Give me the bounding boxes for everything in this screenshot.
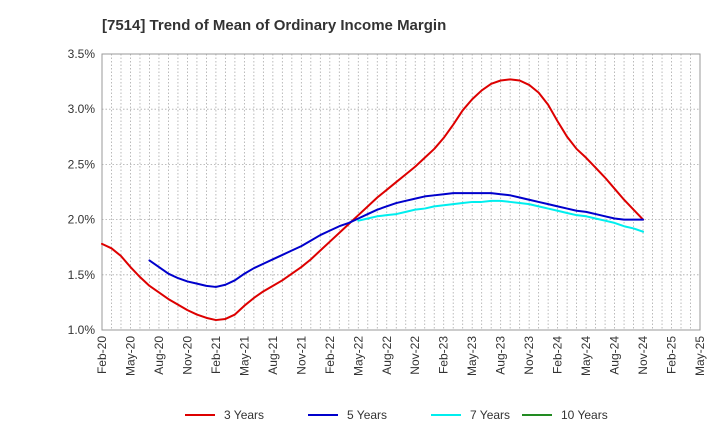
x-tick-label: Feb-21 (209, 336, 223, 374)
x-axis-tick-labels: Feb-20 May-20 Aug-20 Nov-20 Feb-21 May-21 Aug-… (95, 336, 707, 376)
x-tick-label: Nov-24 (636, 336, 650, 375)
x-tick-label: May-21 (237, 336, 251, 376)
x-tick-label: Nov-21 (294, 336, 308, 375)
legend-label-10-years: 10 Years (561, 408, 608, 422)
x-tick-label: May-23 (465, 336, 479, 376)
x-tick-label: Aug-20 (152, 336, 166, 375)
legend-label-5-years: 5 Years (347, 408, 387, 422)
x-tick-label: Feb-20 (95, 336, 109, 374)
legend-label-7-years: 7 Years (470, 408, 510, 422)
x-tick-label: Feb-22 (323, 336, 337, 374)
x-tick-label: Feb-25 (665, 336, 679, 374)
plot-area-frame (101, 53, 701, 331)
x-tick-label: Aug-23 (494, 336, 508, 375)
series-lines (101, 78, 645, 322)
y-tick-label: 1.0% (68, 323, 96, 337)
x-tick-label: May-22 (351, 336, 365, 376)
series-line-7-years (357, 199, 645, 233)
x-tick-label: Nov-23 (522, 336, 536, 375)
x-tick-label: May-20 (123, 336, 137, 376)
x-tick-label: Feb-24 (551, 336, 565, 374)
x-tick-label: Aug-24 (608, 336, 622, 375)
x-tick-label: May-24 (579, 336, 593, 376)
x-tick-label: Feb-23 (437, 336, 451, 374)
y-axis-tick-labels: 1.0% 1.5% 2.0% 2.5% 3.0% 3.5% (68, 47, 96, 337)
y-tick-label: 2.0% (68, 213, 96, 227)
x-tick-label: Aug-22 (380, 336, 394, 375)
x-tick-label: Aug-21 (266, 336, 280, 375)
chart-title: [7514] Trend of Mean of Ordinary Income … (102, 17, 446, 34)
y-tick-label: 1.5% (68, 268, 96, 282)
series-line-3-years (101, 78, 645, 322)
x-tick-label: Nov-22 (408, 336, 422, 375)
x-tick-label: Nov-20 (180, 336, 194, 375)
chart-legend: 3 Years 5 Years 7 Years 10 Years (185, 408, 608, 422)
grid-lines (102, 54, 700, 330)
x-tick-label: May-25 (693, 336, 707, 376)
y-tick-label: 2.5% (68, 157, 96, 171)
y-tick-label: 3.5% (68, 47, 96, 61)
series-line-5-years (148, 192, 645, 288)
legend-label-3-years: 3 Years (224, 408, 264, 422)
y-tick-label: 3.0% (68, 102, 96, 116)
